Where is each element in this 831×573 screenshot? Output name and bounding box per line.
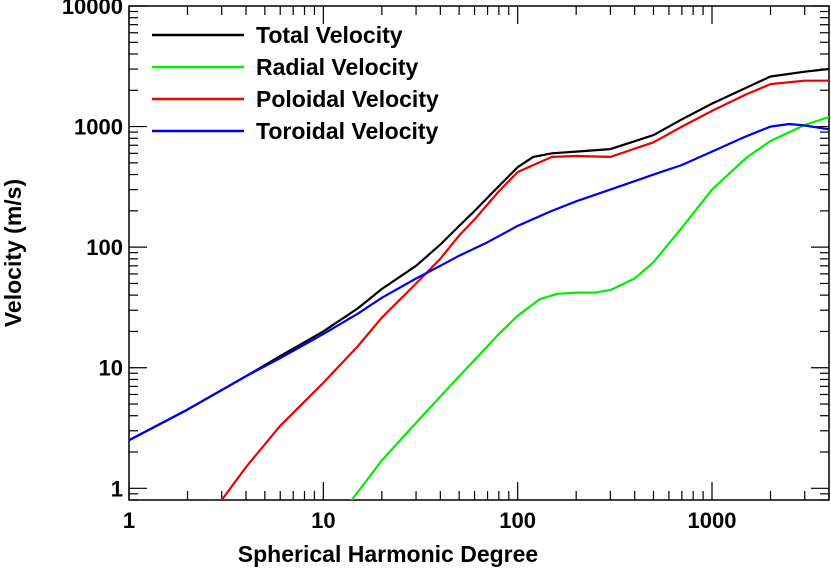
legend-label: Radial Velocity bbox=[256, 54, 419, 80]
series-line-toroidal-velocity bbox=[129, 122, 829, 442]
y-tick-label: 10 bbox=[99, 356, 123, 381]
y-axis-title: Velocity (m/s) bbox=[0, 179, 26, 327]
x-tick-label: 1000 bbox=[688, 508, 737, 533]
y-tick-label: 1 bbox=[111, 476, 123, 501]
x-tick-label: 100 bbox=[499, 508, 536, 533]
x-tick-label: 10 bbox=[311, 508, 335, 533]
series-line-total-velocity bbox=[129, 67, 829, 442]
series-line-radial-velocity bbox=[350, 115, 829, 500]
x-axis-title: Spherical Harmonic Degree bbox=[238, 541, 538, 567]
y-tick-label: 1000 bbox=[74, 115, 123, 140]
legend-label: Toroidal Velocity bbox=[256, 118, 439, 144]
y-tick-label: 100 bbox=[86, 235, 123, 260]
series-line-poloidal-velocity bbox=[220, 79, 829, 500]
legend-label: Total Velocity bbox=[256, 22, 403, 48]
legend-label: Poloidal Velocity bbox=[256, 86, 439, 112]
plot-frame bbox=[128, 5, 830, 501]
y-tick-label: 10000 bbox=[62, 0, 123, 19]
x-tick-label: 1 bbox=[123, 508, 135, 533]
